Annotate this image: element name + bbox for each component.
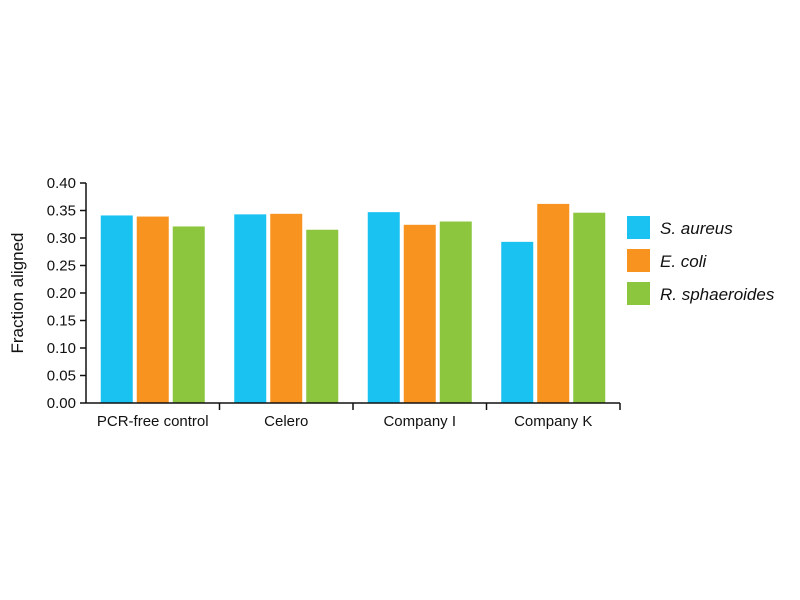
y-tick-label: 0.30 xyxy=(47,230,76,247)
y-axis-title: Fraction aligned xyxy=(8,233,27,354)
bar xyxy=(403,224,436,403)
y-tick-label: 0.35 xyxy=(47,203,76,220)
bar xyxy=(367,212,400,403)
y-tick-label: 0.40 xyxy=(47,175,76,192)
x-category-label: Celero xyxy=(264,413,308,430)
bar xyxy=(573,212,606,403)
bar xyxy=(136,216,169,403)
bar xyxy=(501,241,534,403)
bar xyxy=(537,203,570,403)
y-tick-label: 0.20 xyxy=(47,285,76,302)
x-category-label: Company K xyxy=(514,413,592,430)
x-category-label: Company I xyxy=(383,413,456,430)
x-ticks-group: PCR-free control Celero Company I Company K xyxy=(97,403,621,430)
x-category-label: PCR-free control xyxy=(97,413,209,430)
y-tick-label: 0.00 xyxy=(47,395,76,412)
legend-label: R. sphaeroides xyxy=(660,285,775,304)
y-tick-label: 0.05 xyxy=(47,368,76,385)
legend: S. aureus E. coli R. sphaeroides xyxy=(627,216,775,305)
y-tick-label: 0.10 xyxy=(47,340,76,357)
bars-group xyxy=(100,203,606,403)
y-tick-label: 0.15 xyxy=(47,313,76,330)
bar xyxy=(172,226,205,403)
bar xyxy=(270,213,303,403)
legend-swatch xyxy=(627,249,650,272)
legend-label: E. coli xyxy=(660,252,708,271)
y-ticks-group: 0.00 0.05 0.10 0.15 0.20 0.25 0.30 0.35 0.40 xyxy=(47,175,86,412)
legend-swatch xyxy=(627,282,650,305)
bar xyxy=(234,214,267,403)
y-tick-label: 0.25 xyxy=(47,258,76,275)
legend-swatch xyxy=(627,216,650,239)
bar xyxy=(306,229,339,403)
legend-label: S. aureus xyxy=(660,219,733,238)
bar xyxy=(439,221,472,403)
bar xyxy=(100,215,133,403)
